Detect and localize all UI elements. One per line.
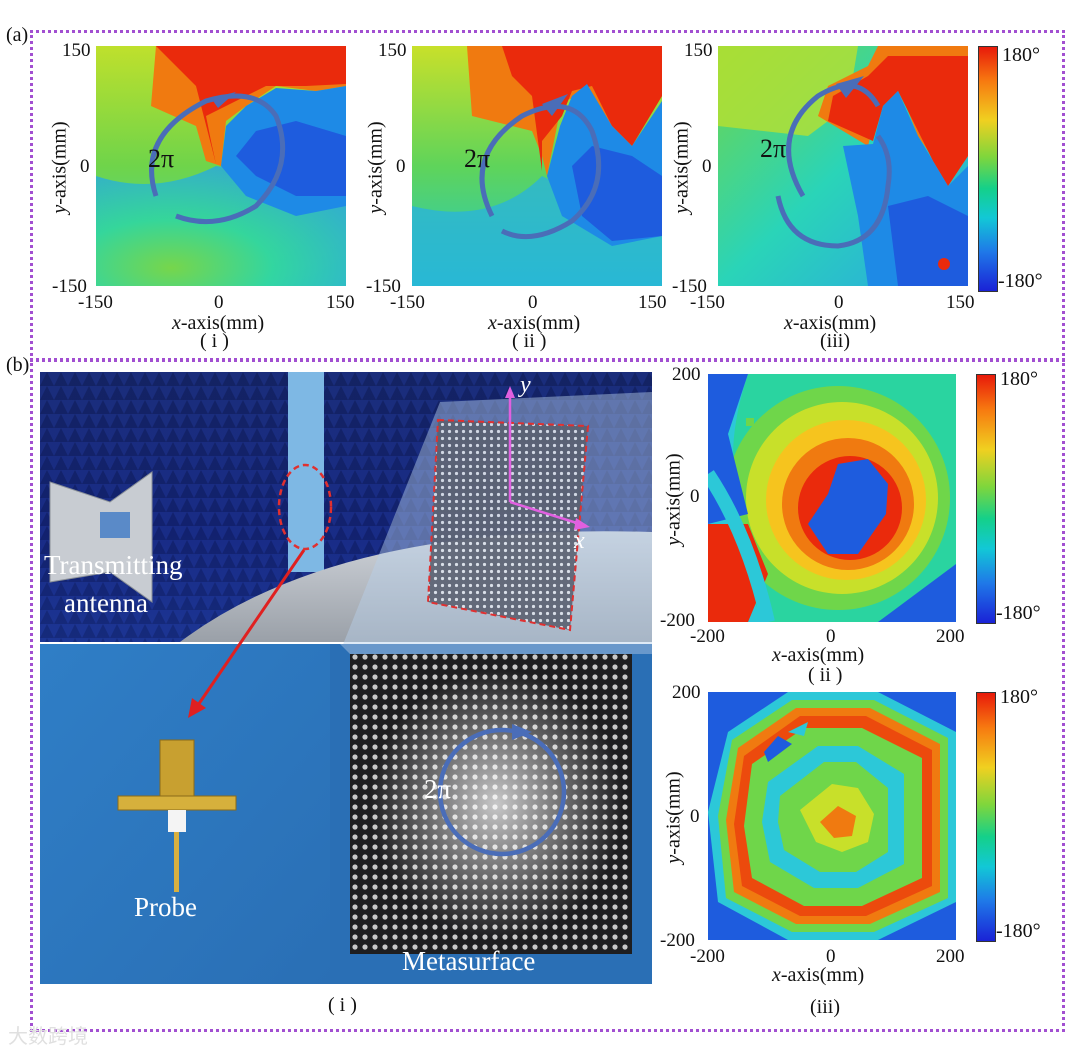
phase-annotation-a-iii: 2π	[760, 134, 787, 163]
axis-x-label: x	[574, 528, 585, 554]
transmitting-label-1: Transmitting	[44, 550, 183, 580]
xlabel-b-ii: x-axis(mm)	[772, 644, 865, 666]
panel-a-label: (a)	[6, 24, 29, 46]
xtick-a-i-left: -150	[78, 292, 113, 313]
ylabel-a-iii: y-axis(mm)	[670, 121, 693, 214]
colorbar-b-ii-max: 180°	[1000, 368, 1038, 390]
xtick-b-iii-right: 200	[936, 946, 965, 967]
colorbar-a-min: -180°	[998, 270, 1043, 292]
xtick-b-iii-mid: 0	[826, 946, 836, 967]
ylabel-b-iii: y-axis(mm)	[662, 771, 685, 864]
xtick-a-iii-left: -150	[690, 292, 725, 313]
ytick-a-ii-bot: -150	[366, 276, 401, 297]
colorbar-b-iii-max: 180°	[1000, 686, 1038, 708]
colorbar-b-ii-min: -180°	[996, 602, 1041, 624]
xtick-a-ii-mid: 0	[528, 292, 538, 313]
xtick-b-iii-left: -200	[690, 946, 725, 967]
transmitting-label-2: antenna	[64, 588, 148, 618]
phase-annotation-a-ii: 2π	[464, 144, 491, 173]
phase-map-a-ii: 2π	[412, 46, 662, 286]
colorbar-b-iii-min: -180°	[996, 920, 1041, 942]
sublabel-b-ii: ( ii )	[808, 664, 843, 686]
ylabel-a-i: y-axis(mm)	[48, 121, 71, 214]
xtick-b-ii-left: -200	[690, 626, 725, 647]
probe-label: Probe	[134, 892, 197, 922]
ytick-a-iii-top: 150	[684, 40, 713, 61]
xtick-a-iii-right: 150	[946, 292, 975, 313]
metasurface-label: Metasurface	[402, 946, 536, 976]
watermark-text: 大数跨境	[8, 1024, 88, 1048]
ytick-a-ii-mid: 0	[396, 156, 406, 177]
ytick-b-ii-top: 200	[672, 364, 701, 385]
phase-map-b-ii	[708, 374, 956, 622]
panel-b-frame	[30, 358, 1065, 1032]
ytick-a-i-mid: 0	[80, 156, 90, 177]
xtick-b-ii-right: 200	[936, 626, 965, 647]
sublabel-a-i: ( i )	[200, 330, 229, 352]
sublabel-b-iii: (iii)	[810, 996, 840, 1018]
ytick-a-i-top: 150	[62, 40, 91, 61]
xlabel-a-iii: x-axis(mm)	[784, 312, 877, 334]
ytick-a-ii-top: 150	[378, 40, 407, 61]
xlabel-b-iii: x-axis(mm)	[772, 964, 865, 986]
ytick-b-iii-top: 200	[672, 682, 701, 703]
ytick-b-ii-mid: 0	[690, 486, 700, 507]
xtick-a-i-mid: 0	[214, 292, 224, 313]
xtick-b-ii-mid: 0	[826, 626, 836, 647]
sublabel-a-iii: (iii)	[820, 330, 850, 352]
xlabel-a-ii: x-axis(mm)	[488, 312, 581, 334]
phase-annotation-a-i: 2π	[148, 144, 175, 173]
ytick-b-iii-bot: -200	[660, 930, 695, 951]
xtick-a-i-right: 150	[326, 292, 355, 313]
axis-y-label: y	[520, 372, 531, 398]
colorbar-b-ii	[976, 374, 996, 624]
ytick-b-iii-mid: 0	[690, 806, 700, 827]
ylabel-a-ii: y-axis(mm)	[364, 121, 387, 214]
panel-b-label: (b)	[6, 354, 30, 376]
sublabel-b-i: ( i )	[328, 994, 357, 1016]
xtick-a-iii-mid: 0	[834, 292, 844, 313]
xtick-a-ii-right: 150	[638, 292, 667, 313]
xtick-a-ii-left: -150	[390, 292, 425, 313]
colorbar-b-iii	[976, 692, 996, 942]
phase-map-a-iii: 2π	[718, 46, 968, 286]
ylabel-b-ii: y-axis(mm)	[662, 453, 685, 546]
phase-map-b-iii	[708, 692, 956, 940]
xlabel-a-i: x-axis(mm)	[172, 312, 265, 334]
sublabel-a-ii: ( ii )	[512, 330, 547, 352]
ytick-b-ii-bot: -200	[660, 610, 695, 631]
experiment-photo: Transmitting antenna Probe Metasurface 2…	[40, 372, 652, 984]
colorbar-a-max: 180°	[1002, 44, 1040, 66]
colorbar-a	[978, 46, 998, 292]
phase-map-a-i: 2π	[96, 46, 346, 286]
ytick-a-i-bot: -150	[52, 276, 87, 297]
ytick-a-iii-mid: 0	[702, 156, 712, 177]
metasurface-phase-annotation: 2π	[424, 774, 452, 804]
ytick-a-iii-bot: -150	[672, 276, 707, 297]
